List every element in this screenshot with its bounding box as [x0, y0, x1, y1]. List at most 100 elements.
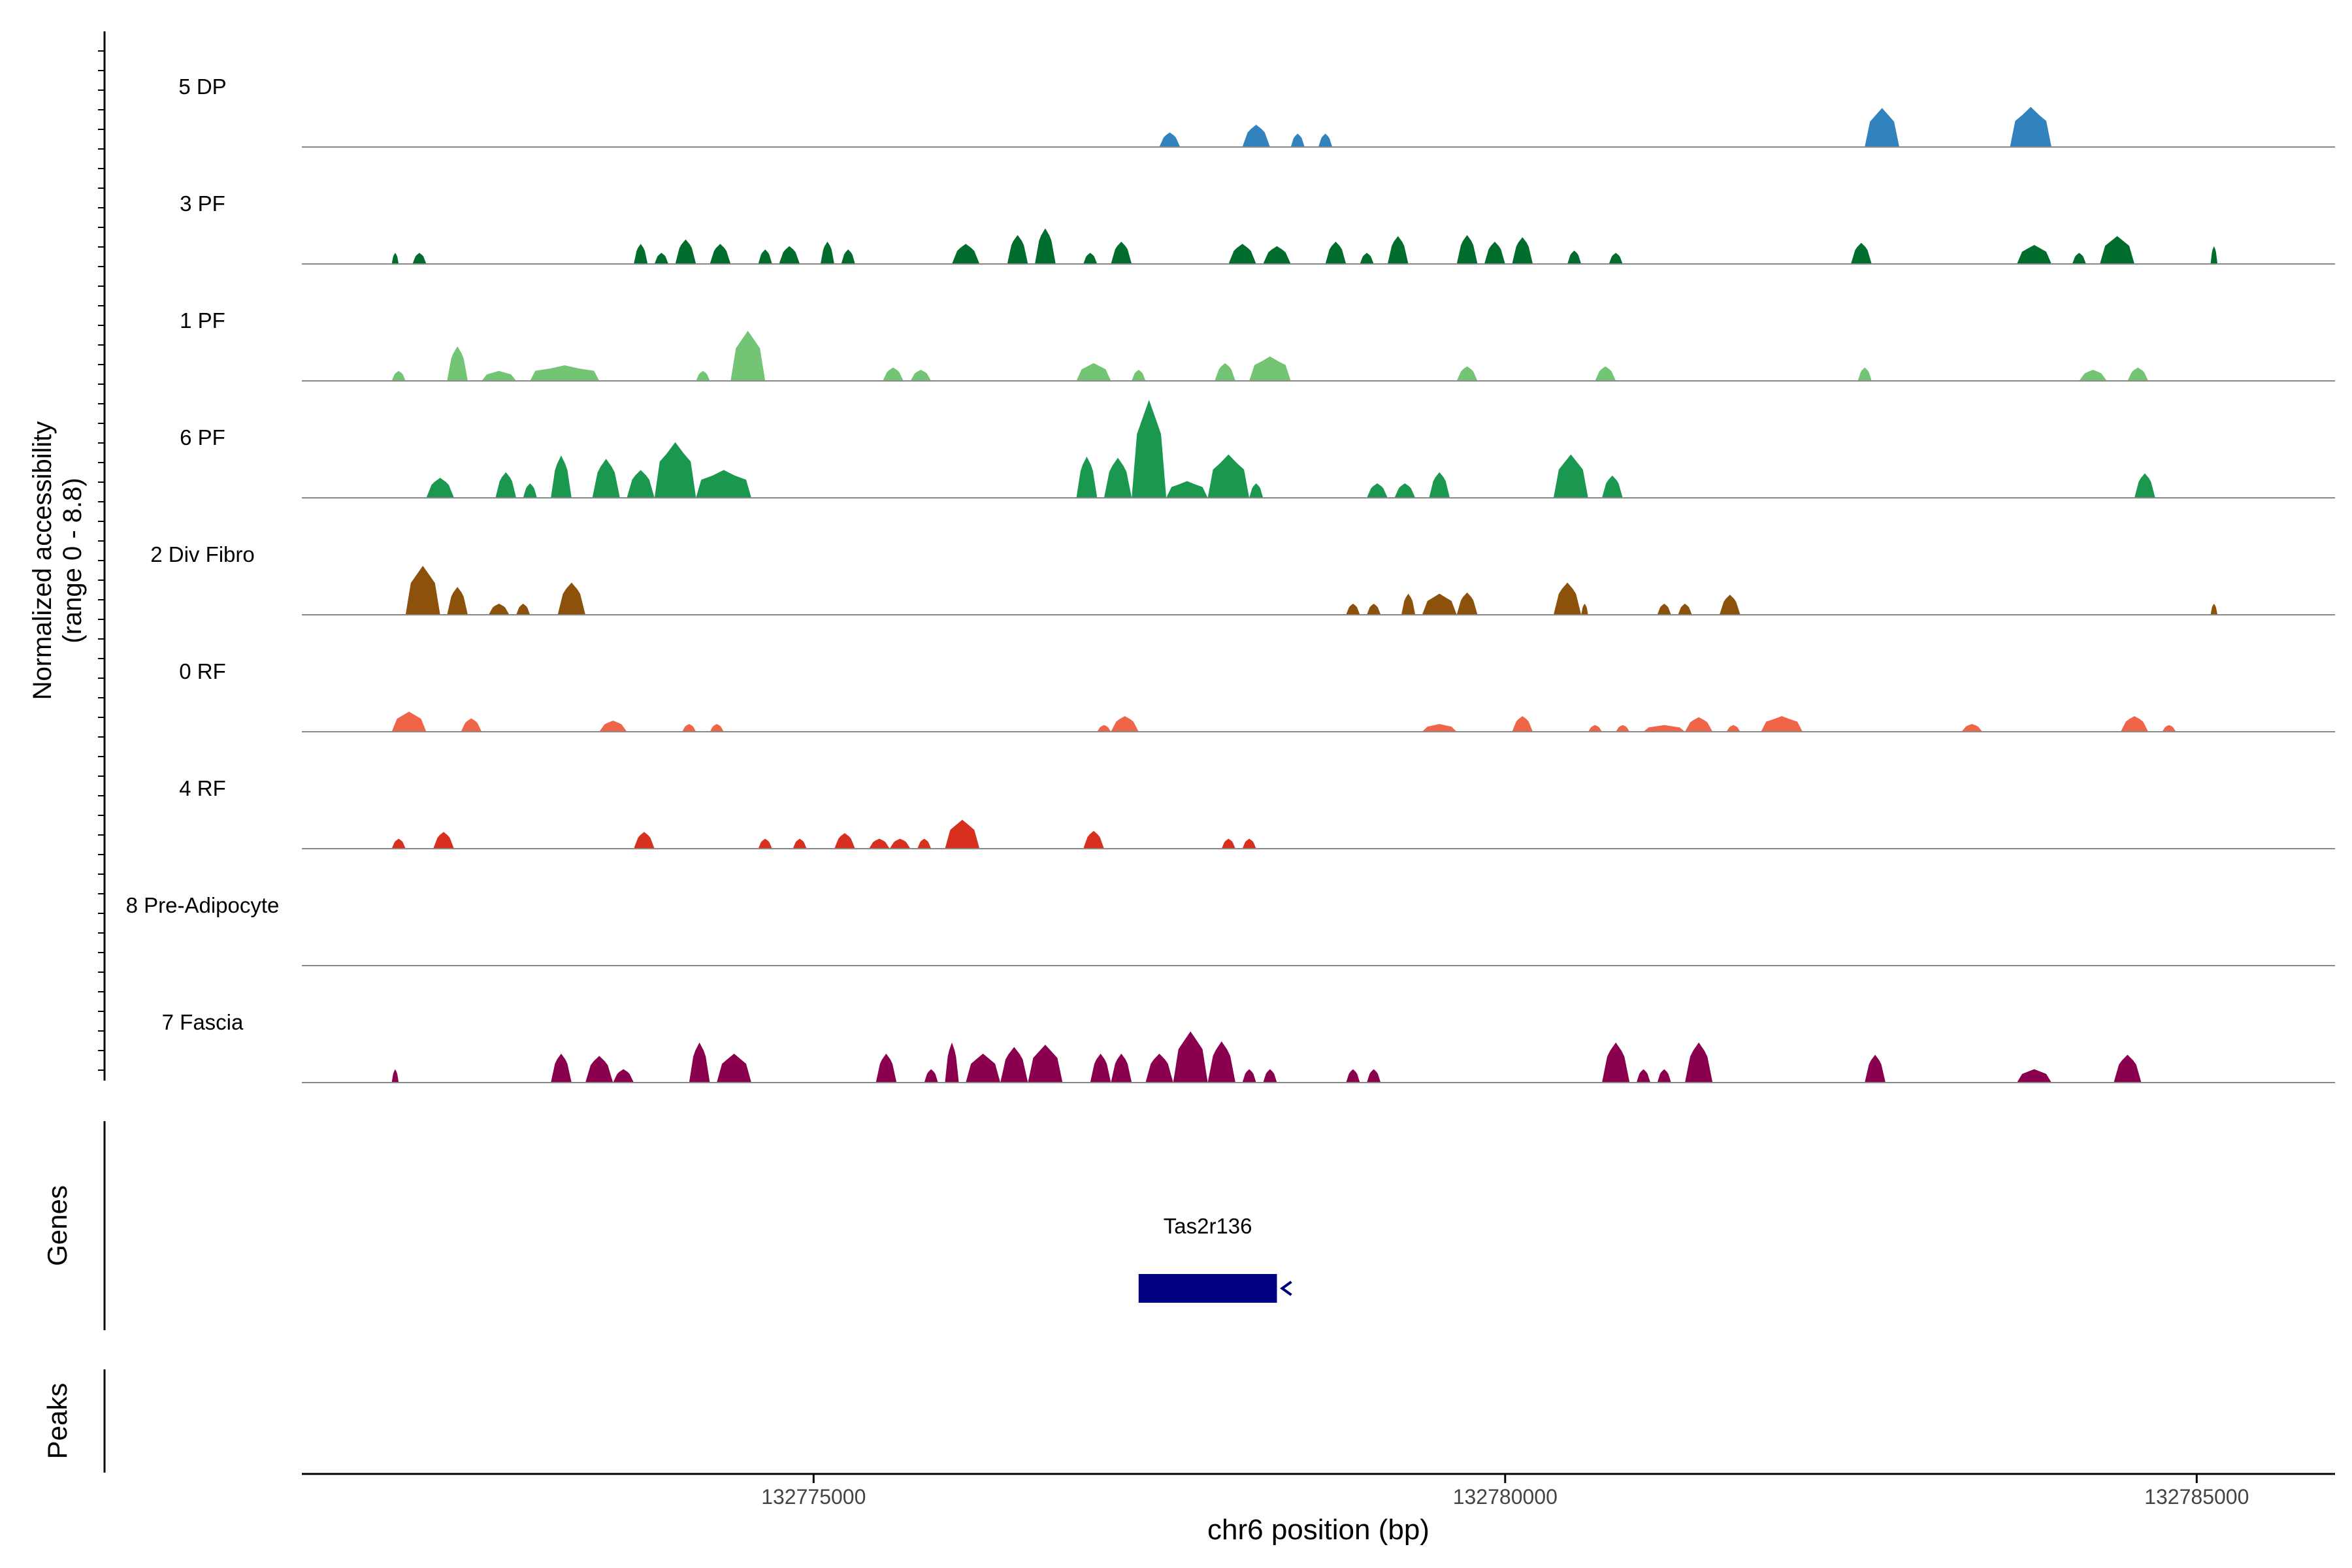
x-axis-title: chr6 position (bp)	[1207, 1514, 1429, 1546]
track-label: 8 Pre-Adipocyte	[126, 893, 280, 917]
coverage-peak	[682, 724, 696, 732]
coverage-peak	[1685, 1042, 1713, 1083]
coverage-peak	[1221, 838, 1235, 849]
coverage-peak	[391, 370, 406, 381]
coverage-peak	[1422, 724, 1457, 732]
coverage-peak	[405, 566, 440, 615]
coverage-peak	[1851, 242, 1872, 264]
coverage-peak	[841, 249, 855, 264]
coverage-peak	[1616, 725, 1630, 732]
coverage-peak	[1263, 1069, 1277, 1083]
coverage-peak	[447, 587, 468, 615]
coverage-peak	[654, 253, 668, 264]
coverage-peak	[551, 455, 572, 498]
coverage-peak	[1028, 1045, 1063, 1083]
y-axis-title-line2: (range 0 - 8.8)	[58, 478, 87, 643]
coverage-peak	[1394, 483, 1416, 498]
coverage-peak	[730, 331, 766, 381]
coverage-peak	[2210, 246, 2218, 264]
coverage-peak	[1865, 1054, 1886, 1083]
coverage-peak	[551, 1053, 572, 1083]
coverage-peak	[1602, 1042, 1630, 1083]
coverage-peak	[1657, 1069, 1671, 1083]
coverage-peak	[1346, 1069, 1360, 1083]
track-label: 0 RF	[179, 659, 226, 683]
coverage-peak	[1726, 725, 1740, 732]
coverage-peak	[1456, 592, 1478, 615]
x-tick-label: 132785000	[2144, 1485, 2249, 1509]
coverage-peak	[1207, 454, 1250, 498]
coverage-peak	[758, 249, 772, 264]
coverage-peak	[523, 483, 537, 498]
coverage-peak	[1865, 108, 1900, 147]
coverage-peak	[1367, 483, 1388, 498]
coverage-peak	[1111, 1053, 1132, 1083]
y-axis-title-line1: Normalized accessibility	[28, 421, 57, 700]
coverage-peak	[1145, 1053, 1173, 1083]
coverage-peak	[1076, 456, 1098, 498]
track-label: 5 DP	[178, 74, 226, 99]
coverage-peak	[627, 470, 655, 498]
track-label: 7 Fascia	[162, 1010, 244, 1034]
coverage-peak	[1636, 1069, 1651, 1083]
coverage-peak	[1553, 582, 1582, 615]
coverage-peak	[1076, 363, 1111, 381]
coverage-peak	[391, 1069, 399, 1083]
track-8-pre-adipocyte: 8 Pre-Adipocyte	[126, 893, 2335, 966]
coverage-peak	[1367, 1069, 1381, 1083]
coverage-peak	[1857, 367, 1872, 381]
coverage-y-ticks	[98, 50, 105, 1071]
track-3-pf: 3 PF	[180, 191, 2335, 265]
coverage-peak	[391, 253, 399, 264]
coverage-peak	[1643, 725, 1685, 732]
coverage-peak	[1685, 717, 1713, 732]
coverage-peak	[710, 244, 731, 264]
coverage-peak	[1290, 133, 1305, 147]
coverage-peak	[1242, 1069, 1256, 1083]
track-label: 1 PF	[180, 308, 225, 333]
coverage-peak	[1090, 1053, 1111, 1083]
coverage-peak	[2100, 236, 2134, 264]
coverage-peak	[717, 1053, 751, 1083]
coverage-peak	[966, 1053, 1001, 1083]
coverage-peak	[391, 711, 427, 732]
coverage-peak	[869, 838, 890, 849]
coverage-peak	[875, 1053, 897, 1083]
track-6-pf: 6 PF	[180, 400, 2335, 498]
coverage-peak	[1367, 604, 1381, 615]
track-label: 3 PF	[180, 191, 225, 216]
coverage-peak	[2017, 1069, 2051, 1083]
coverage-peak	[834, 833, 855, 849]
coverage-peak	[1097, 725, 1111, 732]
coverage-peak	[1719, 595, 1740, 615]
coverage-peak	[696, 370, 710, 381]
coverage-peak	[1484, 241, 1505, 264]
coverage-peak	[945, 819, 980, 849]
coverage-peak	[1346, 604, 1360, 615]
coverage-peak	[2120, 716, 2149, 732]
coverage-peak	[710, 724, 724, 732]
coverage-peak	[1166, 481, 1208, 498]
coverage-peak	[2079, 370, 2107, 381]
coverage-peak	[482, 370, 517, 381]
coverage-peak	[1318, 133, 1333, 147]
coverage-peak	[1035, 228, 1056, 264]
peaks-panel-label: Peaks	[42, 1383, 73, 1460]
coverage-peak	[1132, 400, 1167, 498]
coverage-peak	[917, 838, 932, 849]
coverage-peak	[1207, 1041, 1235, 1083]
coverage-peak	[599, 721, 627, 732]
coverage-peak	[910, 370, 932, 381]
coverage-peak	[1401, 593, 1416, 615]
track-4-rf: 4 RF	[179, 776, 2335, 849]
coverage-peak	[654, 442, 696, 498]
coverage-peak	[1581, 604, 1588, 615]
coverage-peak	[1595, 366, 1616, 381]
x-axis-ticks: 132775000 132780000 132785000	[761, 1474, 2249, 1509]
coverage-peak	[1000, 1047, 1028, 1083]
coverage-peak	[412, 253, 427, 264]
coverage-peak	[426, 478, 454, 498]
coverage-peak	[447, 346, 468, 381]
coverage-peak	[1083, 253, 1098, 264]
